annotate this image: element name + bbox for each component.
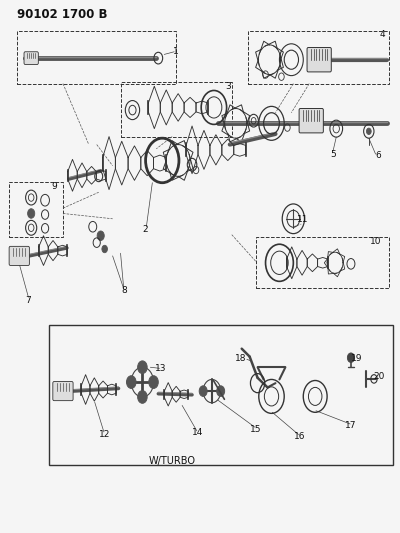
Text: W/TURBO: W/TURBO [148, 456, 195, 466]
Text: 18: 18 [234, 354, 246, 364]
Circle shape [102, 245, 108, 253]
Circle shape [366, 128, 371, 134]
Text: 16: 16 [294, 432, 305, 441]
Circle shape [217, 386, 225, 397]
FancyBboxPatch shape [9, 246, 29, 265]
FancyBboxPatch shape [299, 109, 323, 133]
Text: 20: 20 [374, 372, 385, 381]
Text: 5: 5 [330, 150, 336, 159]
Bar [248, 30, 389, 84]
Text: 9: 9 [51, 182, 57, 191]
Text: 2: 2 [142, 225, 148, 234]
Circle shape [28, 209, 35, 218]
Text: 3: 3 [226, 82, 232, 91]
Text: 12: 12 [99, 430, 110, 439]
Circle shape [347, 353, 354, 362]
Bar [9, 182, 63, 237]
Text: 14: 14 [192, 428, 203, 437]
FancyBboxPatch shape [53, 382, 73, 401]
Bar [120, 82, 232, 136]
Circle shape [138, 361, 147, 374]
Circle shape [97, 231, 104, 240]
Text: 15: 15 [250, 425, 261, 434]
Bar [256, 237, 389, 288]
Text: 90102 1700 B: 90102 1700 B [17, 8, 108, 21]
Circle shape [126, 376, 136, 389]
Circle shape [199, 386, 207, 397]
Text: 1: 1 [173, 47, 179, 56]
Text: 7: 7 [26, 296, 31, 305]
FancyBboxPatch shape [307, 47, 331, 72]
Text: 11: 11 [297, 215, 308, 224]
Text: 8: 8 [122, 286, 128, 295]
Text: 6: 6 [375, 151, 381, 160]
Text: 19: 19 [351, 354, 363, 363]
FancyBboxPatch shape [24, 52, 38, 64]
Circle shape [149, 376, 158, 389]
Text: 4: 4 [380, 30, 385, 39]
Bar [49, 325, 393, 465]
Circle shape [138, 391, 147, 403]
Bar [17, 30, 176, 84]
Text: 13: 13 [154, 364, 166, 373]
Text: 17: 17 [345, 421, 357, 430]
Text: 10: 10 [370, 237, 382, 246]
